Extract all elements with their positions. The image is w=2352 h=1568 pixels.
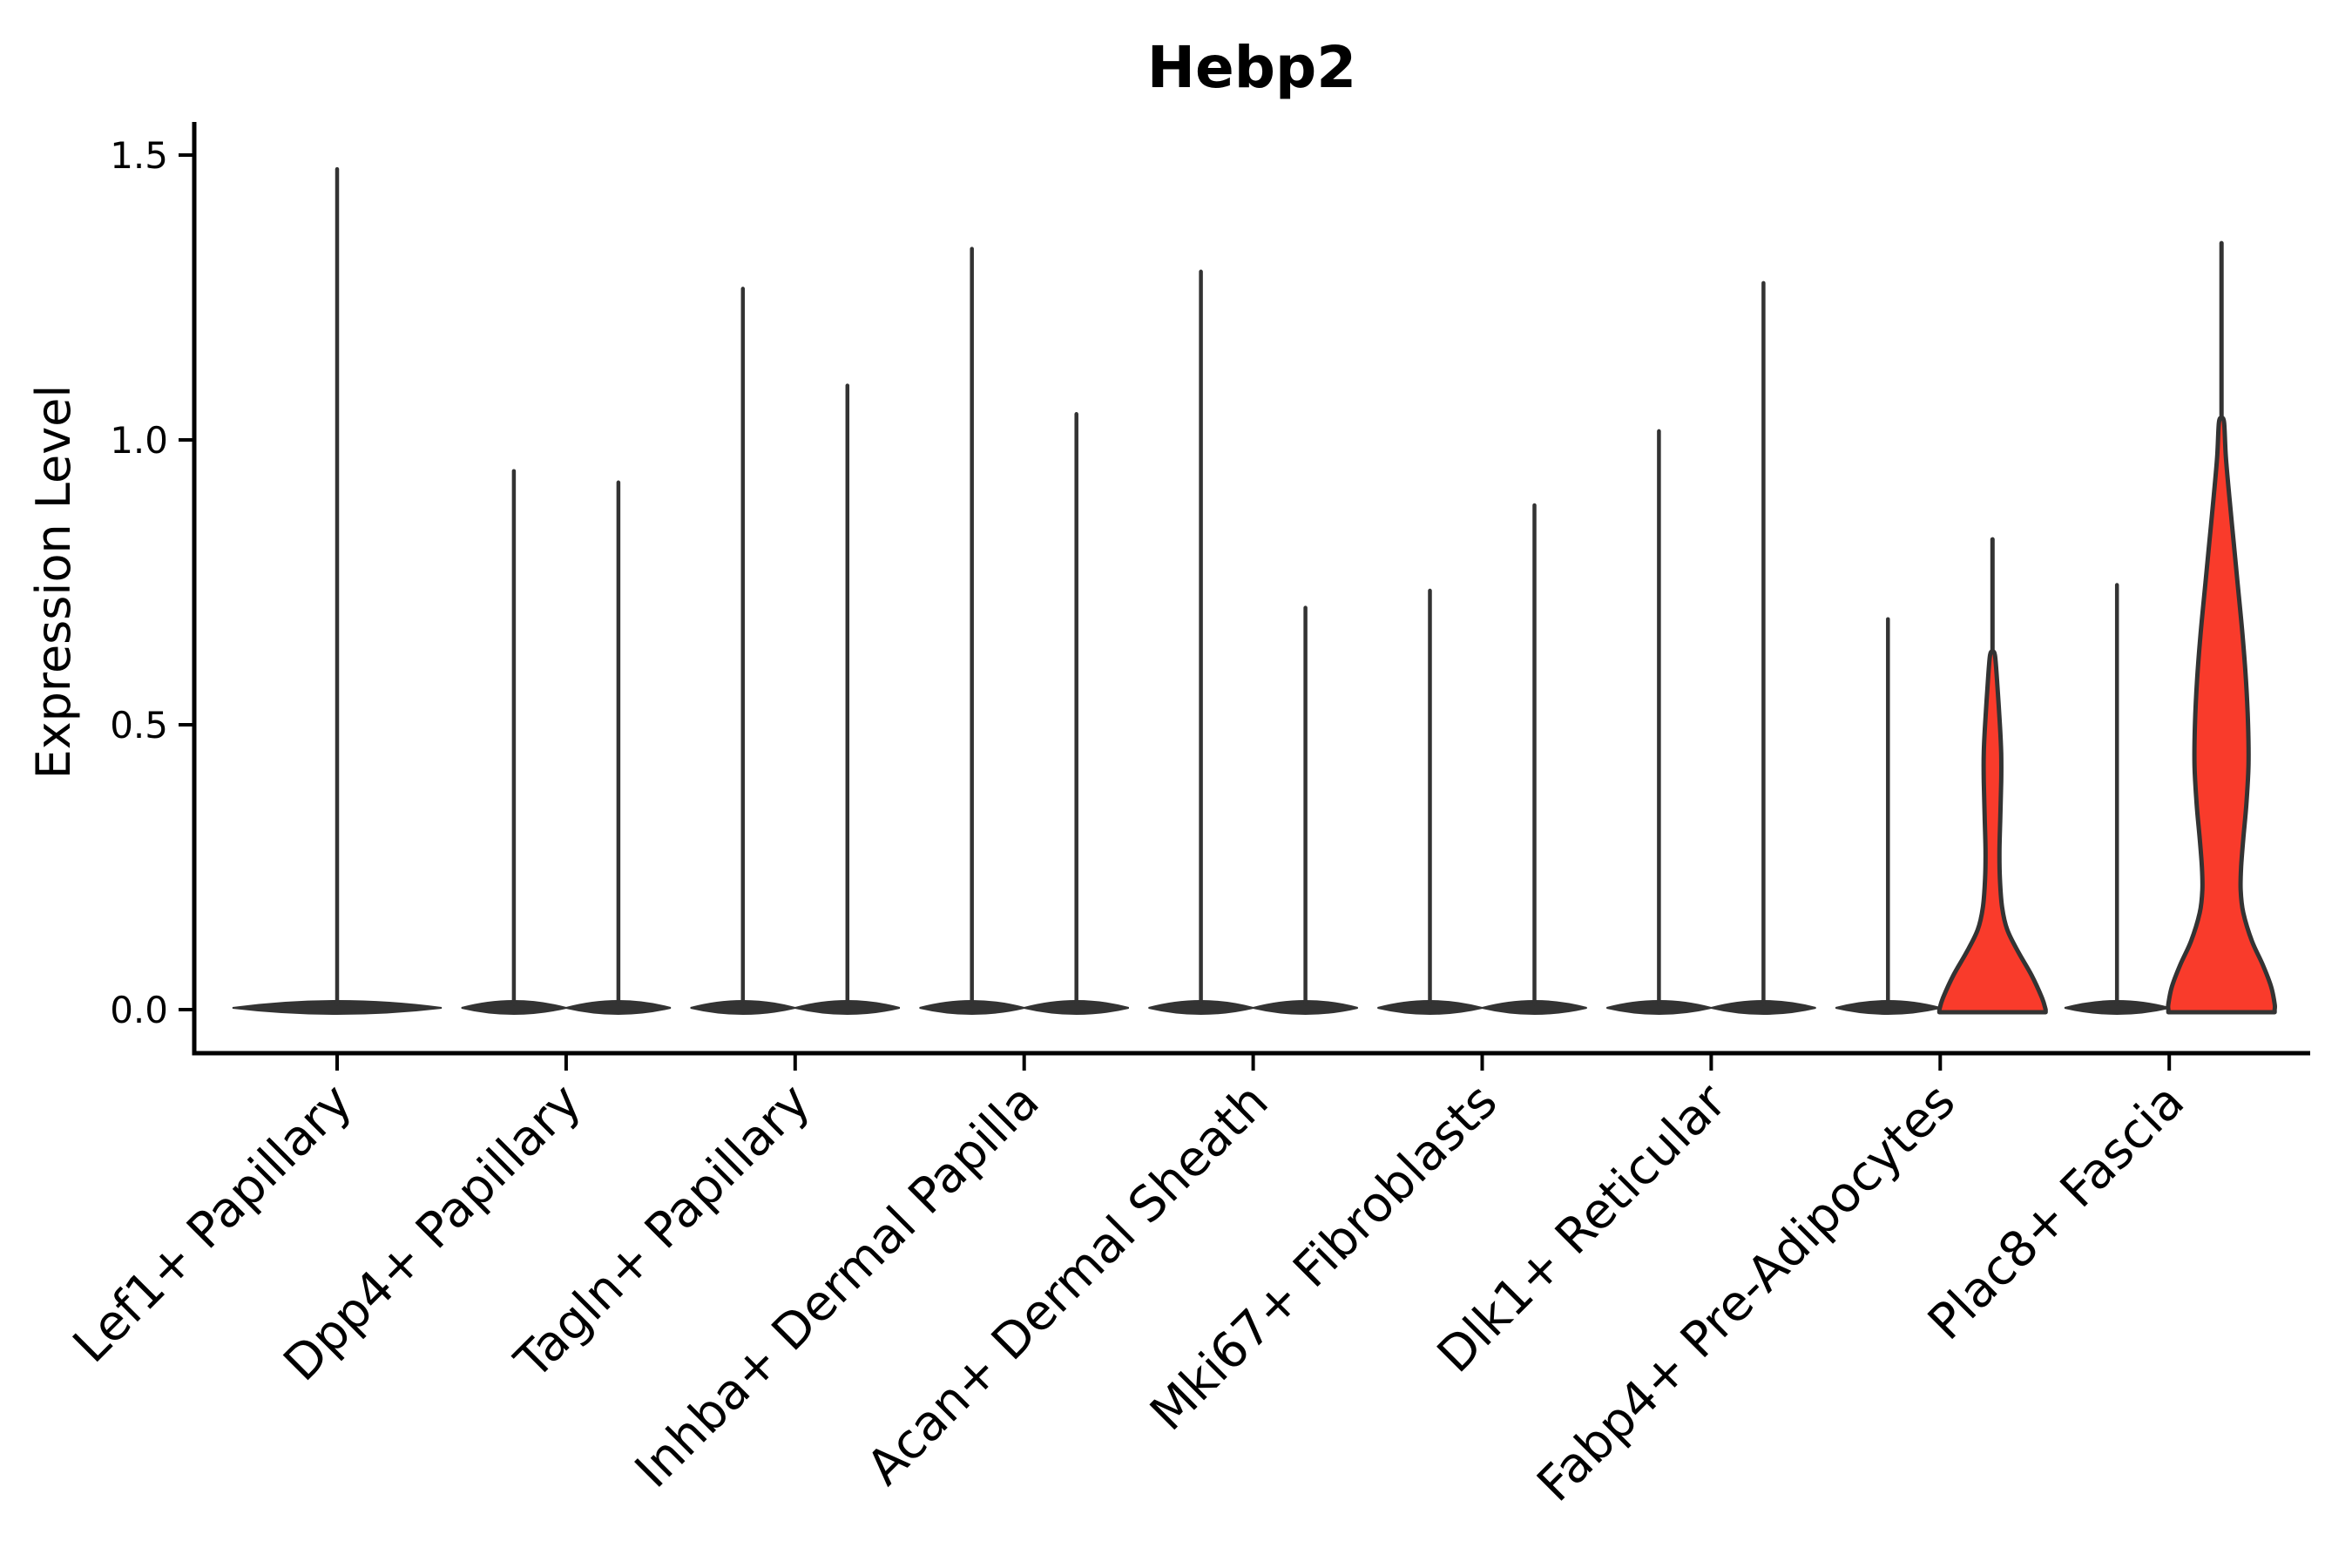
- axes: [179, 122, 2310, 1071]
- y-axis-label: Expression Level: [26, 385, 81, 780]
- chart-title: Hebp2: [1147, 34, 1356, 101]
- x-tick-label: Inhba+ Dermal Papilla: [625, 1073, 1051, 1499]
- x-tick-label: Acan+ Dermal Sheath: [856, 1073, 1280, 1497]
- violin-base: [1711, 999, 1816, 1016]
- y-tick-label: 0.0: [110, 989, 168, 1031]
- violin-filled: [2166, 415, 2278, 1015]
- violin-base: [1253, 999, 1358, 1016]
- y-tick-label: 1.5: [110, 134, 168, 177]
- violins-layer: [232, 166, 2278, 1016]
- x-tick-label: Fabp4+ Pre-Adipocytes: [1527, 1073, 1967, 1513]
- violin-base: [1482, 999, 1587, 1016]
- y-tick-label: 0.5: [110, 704, 168, 747]
- violin-base: [565, 999, 672, 1016]
- violin-filled: [1936, 649, 2048, 1015]
- y-tick-label: 1.0: [110, 419, 168, 462]
- violin-base: [232, 999, 443, 1016]
- violin-base: [1024, 999, 1129, 1016]
- violin-base: [794, 999, 901, 1016]
